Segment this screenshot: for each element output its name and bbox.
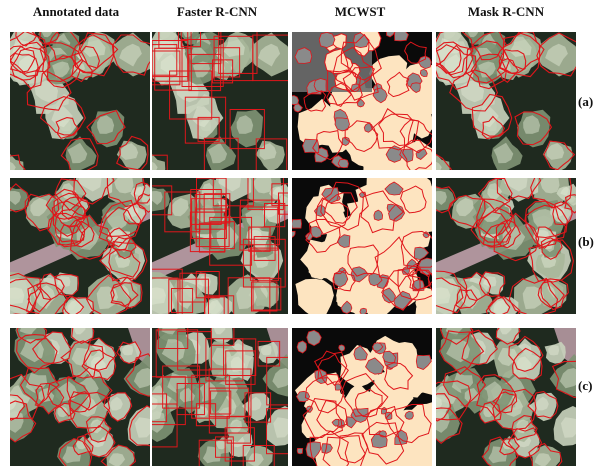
panel-image (152, 32, 288, 170)
panel-row-b-annotated (10, 178, 150, 314)
panel-image (10, 178, 150, 314)
panel-image (152, 328, 288, 466)
panel-image (10, 32, 150, 170)
panel-image (152, 178, 288, 314)
panel-row-c-mcwst (292, 328, 432, 466)
panel-image (436, 32, 576, 170)
panel-image (436, 328, 576, 466)
panel-row-a-mcwst (292, 32, 432, 170)
panel-image (436, 178, 576, 314)
column-header-mask-rcnn: Mask R-CNN (467, 4, 545, 19)
column-header-faster-rcnn: Faster R-CNN (176, 4, 258, 19)
panel-image (10, 328, 150, 466)
row-label-a: (a) (578, 94, 594, 109)
panel-row-b-mcwst (292, 178, 432, 314)
panel-row-c-mask-rcnn (436, 328, 576, 466)
panel-row-b-mask-rcnn (436, 178, 576, 314)
panel-row-c-annotated (10, 328, 150, 466)
row-label-c: (c) (578, 378, 593, 393)
panel-row-b-faster-rcnn (152, 178, 288, 314)
panel-row-a-mask-rcnn (436, 32, 576, 170)
row-label-b: (b) (578, 234, 594, 249)
panel-row-c-faster-rcnn (152, 328, 288, 466)
panel-image (292, 328, 432, 466)
column-header-mcwst: MCWST (334, 4, 386, 19)
panel-image (292, 178, 432, 314)
panel-row-a-faster-rcnn (152, 32, 288, 170)
panel-image (292, 32, 432, 170)
panel-row-a-annotated (10, 32, 150, 170)
column-header-annotated: Annotated data (32, 4, 120, 19)
